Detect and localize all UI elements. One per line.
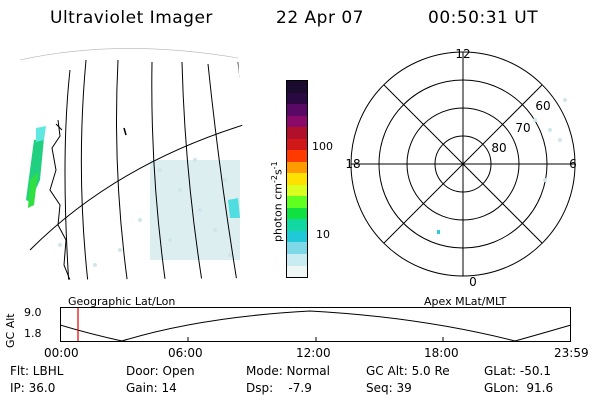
colorbar-tick-100: 100 [312, 140, 333, 153]
info-gc-alt: GC Alt: 5.0 Re [366, 364, 450, 378]
colorbar-swatch [287, 196, 307, 208]
colorbar-swatch [287, 265, 307, 278]
colorbar-swatch [287, 104, 307, 116]
xtick-1200: 12:00 [296, 346, 331, 360]
colorbar-swatch [287, 219, 307, 231]
apex-label: Apex MLat/MLT [424, 295, 507, 308]
gc-alt-axis-label: GC Alt [4, 313, 17, 348]
mlt-label-18: 18 [345, 157, 360, 171]
colorbar-swatch [287, 184, 307, 197]
xtick-1800: 18:00 [424, 346, 459, 360]
info-dsp: Dsp: -7.9 [246, 381, 312, 395]
colorbar-swatch [287, 230, 307, 243]
ytick-1-8: 1.8 [24, 327, 42, 340]
mlt-label-12: 12 [455, 47, 470, 61]
altitude-strip [60, 307, 572, 342]
colorbar-swatch [287, 81, 307, 93]
info-gain: Gain: 14 [126, 381, 177, 395]
colorbar-swatch [287, 173, 307, 185]
date-label: 22 Apr 07 [276, 8, 364, 28]
mlt-label-6: 6 [569, 157, 577, 171]
info-glon: GLon: 91.6 [484, 381, 554, 395]
info-seq: Seq: 39 [366, 381, 412, 395]
lat-label-70: 70 [515, 121, 530, 135]
colorbar-label: photon cm-2s-1 [270, 161, 285, 242]
colorbar-swatch [287, 138, 307, 151]
colorbar-swatch [287, 207, 307, 220]
colorbar-swatch [287, 150, 307, 162]
lat-label-80: 80 [491, 141, 506, 155]
time-label: 00:50:31 UT [428, 8, 539, 28]
colorbar-swatch [287, 127, 307, 139]
colorbar-tick-10: 10 [316, 228, 330, 241]
info-flt: Flt: LBHL [10, 364, 64, 378]
mlt-label-0: 0 [469, 275, 477, 289]
app-title: Ultraviolet Imager [50, 8, 213, 28]
ytick-9: 9.0 [24, 306, 42, 319]
colorbar-swatch [287, 253, 307, 266]
polar-plot: 12 18 6 0 60 70 80 [345, 47, 577, 289]
colorbar [286, 80, 308, 278]
geographic-label: Geographic Lat/Lon [68, 295, 176, 308]
xtick-0600: 06:00 [168, 346, 203, 360]
info-ip: IP: 36.0 [10, 381, 56, 395]
info-mode: Mode: Normal [246, 364, 330, 378]
info-glat: GLat: -50.1 [484, 364, 551, 378]
colorbar-swatch [287, 242, 307, 254]
colorbar-swatch [287, 115, 307, 128]
geographic-image-panel [19, 48, 252, 280]
info-door: Door: Open [126, 364, 195, 378]
xtick-0000: 00:00 [44, 346, 79, 360]
colorbar-swatch [287, 92, 307, 105]
xtick-2359: 23:59 [554, 346, 589, 360]
colorbar-swatch [287, 161, 307, 174]
lat-label-60: 60 [535, 99, 550, 113]
